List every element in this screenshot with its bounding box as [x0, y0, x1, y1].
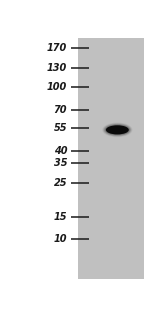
Text: 40: 40: [54, 146, 67, 156]
Text: 130: 130: [47, 63, 67, 73]
Ellipse shape: [103, 123, 132, 136]
Ellipse shape: [102, 123, 132, 137]
Text: 10: 10: [54, 234, 67, 244]
Bar: [20, 38, 78, 279]
Ellipse shape: [104, 124, 131, 136]
Text: 35: 35: [54, 158, 67, 168]
Text: 25: 25: [54, 178, 67, 188]
Text: 100: 100: [47, 82, 67, 92]
Bar: [78, 38, 144, 279]
Ellipse shape: [105, 125, 130, 135]
Text: 170: 170: [47, 44, 67, 54]
Text: 70: 70: [54, 105, 67, 115]
Text: 15: 15: [54, 212, 67, 222]
Text: 55: 55: [54, 123, 67, 133]
Ellipse shape: [106, 125, 129, 135]
